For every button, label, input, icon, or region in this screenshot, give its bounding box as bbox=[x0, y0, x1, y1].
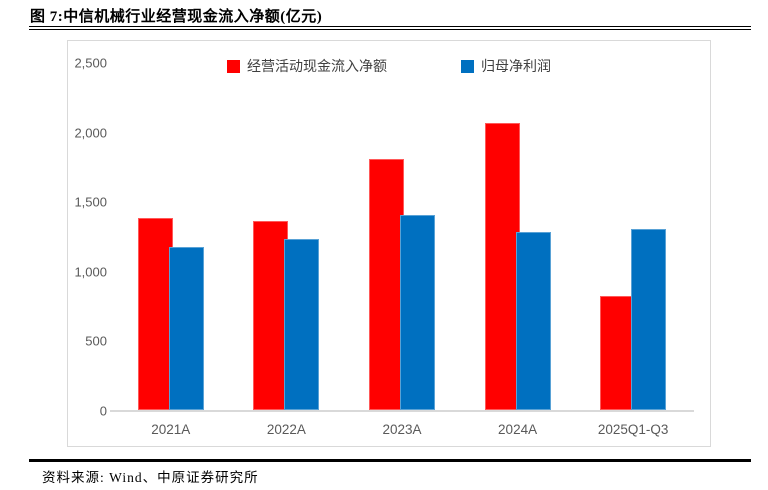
bar bbox=[168, 247, 204, 410]
source-label: 资料来源: bbox=[42, 470, 105, 485]
legend-item: 归母净利润 bbox=[461, 56, 551, 76]
y-tick-label: 2,000 bbox=[74, 125, 107, 141]
legend-swatch-0 bbox=[227, 59, 240, 73]
bar bbox=[368, 159, 404, 410]
bar bbox=[137, 218, 173, 410]
y-tick-label: 500 bbox=[85, 333, 107, 349]
legend-swatch-1 bbox=[461, 59, 474, 73]
x-axis-labels: 2021A 2022A 2023A 2024A 2025Q1-Q3 bbox=[113, 422, 691, 437]
bar-group bbox=[460, 62, 576, 410]
bar bbox=[399, 215, 435, 410]
x-tick-label: 2025Q1-Q3 bbox=[597, 422, 669, 437]
x-tick-label: 2024A bbox=[498, 422, 538, 437]
plot-area bbox=[113, 62, 691, 410]
y-axis: 0 500 1,000 1,500 2,000 2,500 bbox=[68, 41, 109, 446]
bar bbox=[484, 123, 520, 410]
bar bbox=[284, 239, 320, 410]
legend-label: 经营活动现金流入净额 bbox=[247, 58, 387, 74]
y-tick-label: 2,500 bbox=[74, 55, 107, 71]
bar bbox=[253, 221, 289, 410]
x-tick-label: 2023A bbox=[382, 422, 422, 437]
source-note: 资料来源: Wind、中原证券研究所 bbox=[42, 466, 259, 486]
bar-group bbox=[344, 62, 460, 410]
x-tick-label: 2022A bbox=[266, 422, 306, 437]
chart-area: 经营活动现金流入净额 归母净利润 0 500 1,000 1,500 2,000 2,500… bbox=[67, 40, 711, 447]
source-text: Wind、中原证券研究所 bbox=[109, 470, 259, 485]
x-tick-label: 2021A bbox=[151, 422, 191, 437]
y-tick-label: 1,000 bbox=[74, 264, 107, 280]
chart-legend: 经营活动现金流入净额 归母净利润 bbox=[68, 56, 710, 76]
y-tick-label: 1,500 bbox=[74, 194, 107, 210]
bar-group bbox=[575, 62, 691, 410]
x-axis-line bbox=[110, 410, 694, 412]
bar-group bbox=[113, 62, 229, 410]
legend-item: 经营活动现金流入净额 bbox=[227, 56, 387, 76]
legend-label: 归母净利润 bbox=[481, 58, 551, 74]
figure-title: 图 7:中信机械行业经营现金流入净额(亿元) bbox=[30, 9, 323, 25]
bar bbox=[600, 296, 636, 410]
y-tick-label: 0 bbox=[99, 403, 107, 419]
bar-group bbox=[229, 62, 345, 410]
bar bbox=[515, 232, 551, 410]
title-rule bbox=[29, 26, 751, 30]
bar bbox=[631, 229, 667, 410]
source-rule bbox=[29, 459, 751, 462]
